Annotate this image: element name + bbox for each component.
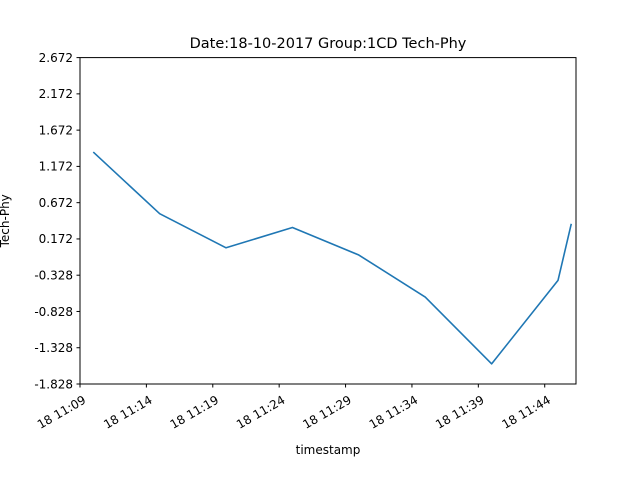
y-tick-label: 0.672 — [39, 196, 73, 210]
series-group — [92, 151, 573, 365]
y-tick-label: 0.172 — [39, 232, 73, 246]
y-tick-label: 2.172 — [39, 87, 73, 101]
x-tick-label: 18 11:14 — [101, 393, 154, 432]
y-tick-label: -0.328 — [34, 269, 73, 283]
x-tick-label: 18 11:44 — [500, 393, 553, 432]
y-axis-label: Tech-Phy — [0, 194, 12, 248]
x-tick-label: 18 11:39 — [433, 393, 486, 432]
y-tick-label: 1.172 — [39, 160, 73, 174]
y-tick-label: 1.672 — [39, 123, 73, 137]
x-tick-label: 18 11:34 — [367, 393, 420, 432]
x-axis: 18 11:09 18 11:14 18 11:19 18 11:24 18 11:29… — [35, 384, 553, 432]
chart-title: Date:18-10-2017 Group:1CD Tech-Phy — [190, 36, 467, 52]
plot-frame — [79, 57, 577, 385]
x-axis-label: timestamp — [296, 443, 361, 457]
y-tick-label: -1.328 — [34, 341, 73, 355]
y-tick-label: 2.672 — [39, 51, 73, 65]
x-tick-label: 18 11:09 — [35, 393, 88, 432]
series-line — [92, 151, 573, 365]
x-tick-label: 18 11:29 — [300, 393, 353, 432]
x-tick-label: 18 11:19 — [168, 393, 221, 432]
y-axis: -1.828 -1.328 -0.828 -0.328 0.172 0.672 1.172 1… — [34, 51, 80, 391]
y-tick-label: -1.828 — [34, 377, 73, 391]
y-tick-label: -0.828 — [34, 305, 73, 319]
x-tick-label: 18 11:24 — [234, 393, 287, 432]
